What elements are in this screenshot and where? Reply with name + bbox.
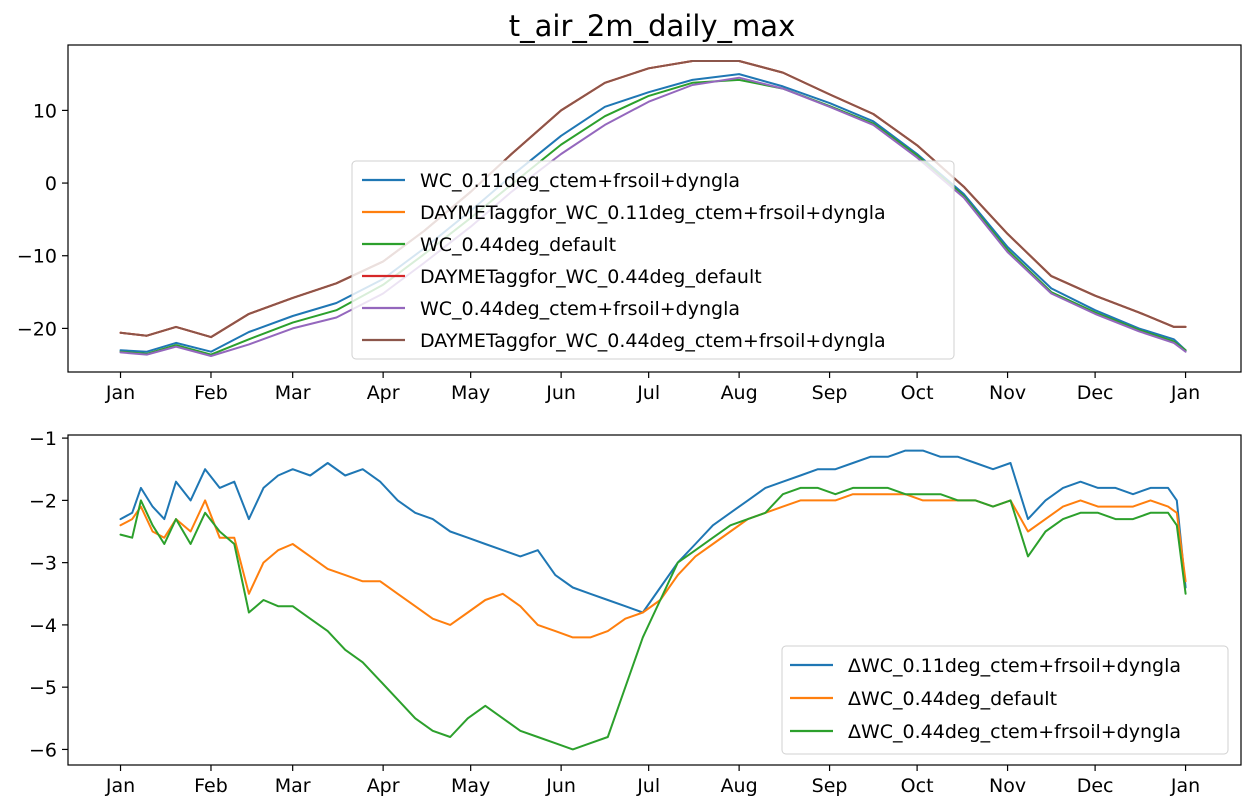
top-x-tick-label: Jan <box>105 382 135 404</box>
bottom-x-axis: Jan Feb Mar Apr May Jun Jul Aug Sep Oct Nov Dec Jan <box>105 765 1200 797</box>
top-legend-label: WC_0.11deg_ctem+frsoil+dyngla <box>420 170 740 192</box>
bottom-legend: ΔWC_0.11deg_ctem+frsoil+dyngla ΔWC_0.44de… <box>781 645 1229 755</box>
top-x-tick-label: Jul <box>636 382 660 404</box>
bot-x-tick-label: Jun <box>545 775 576 797</box>
top-legend-label: WC_0.44deg_ctem+frsoil+dyngla <box>420 298 740 320</box>
top-legend-label: DAYMETaggfor_WC_0.44deg_default <box>420 266 762 288</box>
top-y-axis: 10 0 −10 −20 <box>17 100 68 340</box>
top-x-tick-label: Nov <box>989 382 1026 404</box>
bot-y-tick-label: −1 <box>29 428 57 450</box>
top-y-tick-label: 0 <box>45 173 57 195</box>
top-series-line-3 <box>119 78 1187 356</box>
top-x-tick-label: Aug <box>721 382 758 404</box>
bot-series-line-3 <box>119 486 1187 751</box>
bot-series-line-1 <box>119 449 1187 614</box>
bot-x-tick-label: Aug <box>721 775 758 797</box>
top-legend-label: DAYMETaggfor_WC_0.44deg_ctem+frsoil+dyng… <box>420 330 886 352</box>
bot-legend-label: ΔWC_0.44deg_default <box>848 688 1057 710</box>
top-x-tick-label: Dec <box>1077 382 1114 404</box>
top-x-tick-label: Mar <box>275 382 311 404</box>
bottom-chart-panel: Jan Feb Mar Apr May Jun Jul Aug Sep Oct Nov Dec Jan … <box>29 428 1242 797</box>
top-x-tick-label: Feb <box>194 382 228 404</box>
top-legend-label: WC_0.44deg_default <box>420 234 616 256</box>
top-series-line-6 <box>119 60 1187 339</box>
bot-x-tick-label: Feb <box>194 775 228 797</box>
top-series-line-5 <box>119 76 1187 357</box>
bottom-legend-box <box>781 645 1229 755</box>
bottom-y-axis: −1 −2 −3 −4 −5 −6 <box>29 428 68 761</box>
top-y-tick-label: 10 <box>33 100 57 122</box>
top-plot-frame <box>67 44 1242 373</box>
bot-x-tick-label: Dec <box>1077 775 1114 797</box>
bot-x-tick-label: Nov <box>989 775 1026 797</box>
bot-x-tick-label: Sep <box>812 775 848 797</box>
top-x-tick-label: Sep <box>812 382 848 404</box>
bot-legend-label: ΔWC_0.44deg_ctem+frsoil+dyngla <box>848 721 1181 743</box>
bottom-plot-frame <box>67 434 1242 766</box>
chart-title: t_air_2m_daily_max <box>509 9 795 43</box>
top-series-group <box>119 60 1187 357</box>
bot-x-tick-label: Oct <box>901 775 934 797</box>
top-x-axis: Jan Feb Mar Apr May Jun Jul Aug Sep Oct Nov Dec Jan <box>105 372 1200 404</box>
top-chart-panel: t_air_2m_daily_max Jan Feb Mar Apr May Jun Jul… <box>17 9 1242 404</box>
top-x-tick-label: Jan <box>1170 382 1200 404</box>
bot-x-tick-label: Apr <box>367 775 400 797</box>
top-x-tick-label: Jun <box>545 382 576 404</box>
bot-x-tick-label: Jan <box>105 775 135 797</box>
bot-series-line-2 <box>119 493 1187 639</box>
bot-x-tick-label: May <box>451 775 490 797</box>
bottom-series-group <box>119 449 1187 751</box>
bot-y-tick-label: −4 <box>29 615 57 637</box>
top-x-tick-label: Oct <box>901 382 934 404</box>
top-legend-box <box>351 160 955 360</box>
top-y-tick-label: −10 <box>17 246 57 268</box>
top-legend: WC_0.11deg_ctem+frsoil+dyngla DAYMETaggfo… <box>351 160 955 360</box>
bot-y-tick-label: −3 <box>29 553 57 575</box>
bot-x-tick-label: Mar <box>275 775 311 797</box>
bot-x-tick-label: Jul <box>636 775 660 797</box>
bot-x-tick-label: Jan <box>1170 775 1200 797</box>
bot-y-tick-label: −2 <box>29 490 57 512</box>
top-series-line-1 <box>119 73 1187 353</box>
top-x-tick-label: Apr <box>367 382 400 404</box>
bot-y-tick-label: −6 <box>29 739 57 761</box>
bot-legend-label: ΔWC_0.11deg_ctem+frsoil+dyngla <box>848 655 1181 677</box>
top-y-tick-label: −20 <box>17 318 57 340</box>
top-x-tick-label: May <box>451 382 490 404</box>
bot-y-tick-label: −5 <box>29 677 57 699</box>
top-legend-label: DAYMETaggfor_WC_0.11deg_ctem+frsoil+dyng… <box>420 202 886 224</box>
